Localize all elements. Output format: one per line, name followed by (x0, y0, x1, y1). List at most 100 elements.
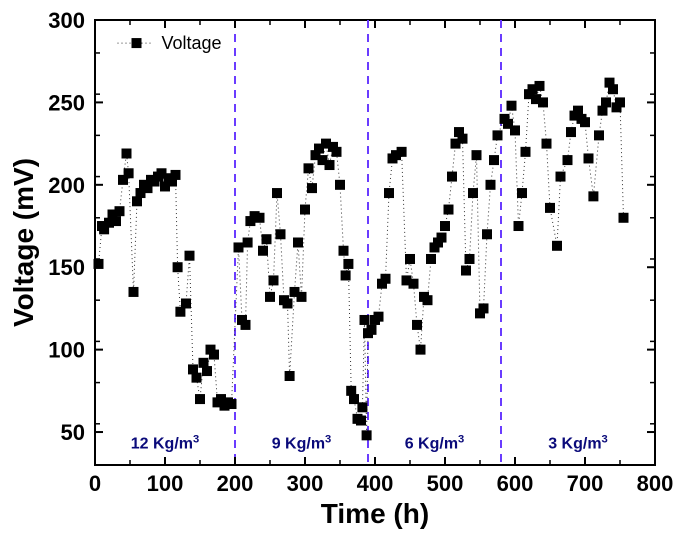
data-point (608, 84, 618, 94)
data-point (360, 315, 370, 325)
data-point (283, 298, 293, 308)
data-point (584, 153, 594, 163)
data-point (601, 97, 611, 107)
data-point (272, 188, 282, 198)
data-point (209, 350, 219, 360)
data-point (293, 238, 303, 248)
chart-svg: 0100200300400500600700800501001502002503… (0, 0, 685, 547)
x-axis-label: Time (h) (321, 498, 429, 529)
data-point (234, 242, 244, 252)
y-tick-label: 150 (48, 255, 85, 280)
x-tick-label: 500 (427, 471, 464, 496)
data-point (489, 155, 499, 165)
x-tick-label: 400 (357, 471, 394, 496)
data-point (580, 117, 590, 127)
data-point (535, 81, 545, 91)
data-point (486, 180, 496, 190)
data-point (510, 125, 520, 135)
y-tick-label: 50 (61, 420, 85, 445)
data-point (412, 320, 422, 330)
data-point (384, 188, 394, 198)
data-point (122, 149, 132, 159)
data-point (437, 233, 447, 243)
data-point (192, 373, 202, 383)
data-point (357, 402, 367, 412)
data-point (374, 312, 384, 322)
data-point (472, 150, 482, 160)
legend-marker-icon (132, 38, 142, 48)
data-point (171, 170, 181, 180)
x-tick-label: 600 (497, 471, 534, 496)
data-point (307, 183, 317, 193)
data-point (276, 229, 286, 239)
data-point (397, 147, 407, 157)
data-point (115, 206, 125, 216)
data-point (124, 168, 134, 178)
x-tick-label: 300 (287, 471, 324, 496)
data-point (325, 160, 335, 170)
data-point (479, 303, 489, 313)
x-tick-label: 0 (89, 471, 101, 496)
data-point (615, 97, 625, 107)
data-point (300, 205, 310, 215)
data-point (447, 172, 457, 182)
y-axis-label: Voltage (mV) (8, 158, 39, 327)
data-point (195, 394, 205, 404)
data-point (265, 292, 275, 302)
data-point (297, 292, 307, 302)
data-point (304, 163, 314, 173)
data-point (202, 366, 212, 376)
data-point (362, 430, 372, 440)
data-point (566, 127, 576, 137)
data-point (94, 259, 104, 269)
data-point (465, 254, 475, 264)
data-point (458, 134, 468, 144)
y-tick-label: 250 (48, 90, 85, 115)
data-point (129, 287, 139, 297)
y-tick-label: 300 (48, 8, 85, 33)
data-point (507, 101, 517, 111)
data-point (468, 188, 478, 198)
data-point (521, 147, 531, 157)
x-tick-label: 800 (637, 471, 674, 496)
data-point (542, 139, 552, 149)
data-point (243, 238, 253, 248)
x-tick-label: 100 (147, 471, 184, 496)
region-label: 3 Kg/m3 (548, 434, 608, 453)
y-tick-label: 100 (48, 338, 85, 363)
data-point (594, 130, 604, 140)
data-point (258, 246, 268, 256)
data-point (482, 229, 492, 239)
data-point (409, 279, 419, 289)
data-point (262, 234, 272, 244)
data-point (514, 221, 524, 231)
data-point (241, 320, 251, 330)
data-point (185, 251, 195, 261)
data-point (588, 191, 598, 201)
data-point (173, 262, 183, 272)
region-label: 12 Kg/m3 (131, 434, 199, 453)
data-point (285, 371, 295, 381)
region-label: 6 Kg/m3 (405, 434, 465, 453)
data-point (416, 345, 426, 355)
data-point (563, 155, 573, 165)
x-tick-label: 200 (217, 471, 254, 496)
data-point (381, 274, 391, 284)
data-point (538, 97, 548, 107)
voltage-time-chart: 0100200300400500600700800501001502002503… (0, 0, 685, 547)
data-point (423, 295, 433, 305)
data-point (426, 254, 436, 264)
data-point (343, 259, 353, 269)
data-point (335, 180, 345, 190)
data-point (227, 399, 237, 409)
legend-label: Voltage (162, 33, 222, 53)
data-point (405, 254, 415, 264)
data-point (269, 275, 279, 285)
data-point (339, 246, 349, 256)
data-point (493, 130, 503, 140)
data-point (255, 213, 265, 223)
data-point (444, 205, 454, 215)
data-point (619, 213, 629, 223)
data-point (111, 216, 121, 226)
data-point (367, 325, 377, 335)
